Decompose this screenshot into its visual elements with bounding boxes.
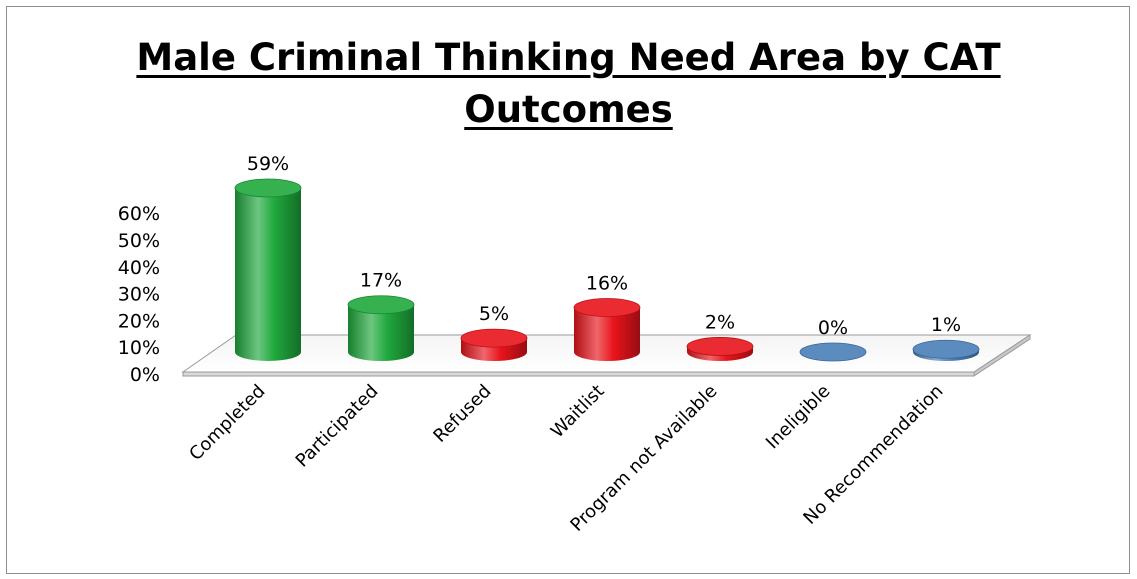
category-label: Ineligible	[762, 381, 835, 454]
y-tick-label: 50%	[118, 230, 160, 252]
y-tick-label: 40%	[118, 257, 160, 279]
data-label: 1%	[931, 314, 961, 336]
bar	[347, 295, 415, 361]
bar-top	[912, 339, 980, 359]
bar-top	[686, 337, 754, 356]
bar	[686, 337, 754, 361]
data-label: 5%	[479, 303, 509, 325]
bar-top	[573, 298, 641, 317]
chart-floor-side	[973, 334, 1031, 377]
y-tick-label: 10%	[118, 337, 160, 359]
bar-body	[348, 304, 414, 361]
data-label: 2%	[705, 311, 735, 333]
category-label: Waitlist	[547, 381, 609, 443]
y-tick-label: 20%	[118, 310, 160, 332]
y-tick-label: 60%	[118, 203, 160, 225]
bar	[799, 342, 867, 362]
bar-top	[460, 328, 528, 348]
chart-frame	[6, 6, 1130, 574]
data-label: 16%	[586, 273, 628, 295]
bar	[912, 339, 980, 361]
data-label: 59%	[247, 153, 289, 175]
data-label: 0%	[818, 317, 848, 339]
chart-title-line-2: Outcomes	[464, 88, 673, 131]
bar	[234, 178, 302, 361]
bar-body	[574, 307, 640, 361]
bar-top	[799, 342, 867, 362]
chart-floor-edge	[182, 371, 975, 377]
y-tick-label: 30%	[118, 284, 160, 306]
bar	[460, 328, 528, 361]
data-label: 17%	[360, 270, 402, 292]
chart-title-line-1: Male Criminal Thinking Need Area by CAT	[136, 36, 1001, 79]
bar-top	[234, 178, 302, 198]
category-label: Participated	[292, 381, 383, 472]
category-label: Refused	[429, 381, 495, 447]
bar-body	[235, 188, 301, 361]
bar	[573, 298, 641, 361]
category-label: Completed	[185, 381, 269, 465]
chart-title: Male Criminal Thinking Need Area by CAT …	[0, 32, 1137, 136]
y-tick-label: 0%	[130, 364, 160, 386]
bar-top	[347, 295, 415, 315]
